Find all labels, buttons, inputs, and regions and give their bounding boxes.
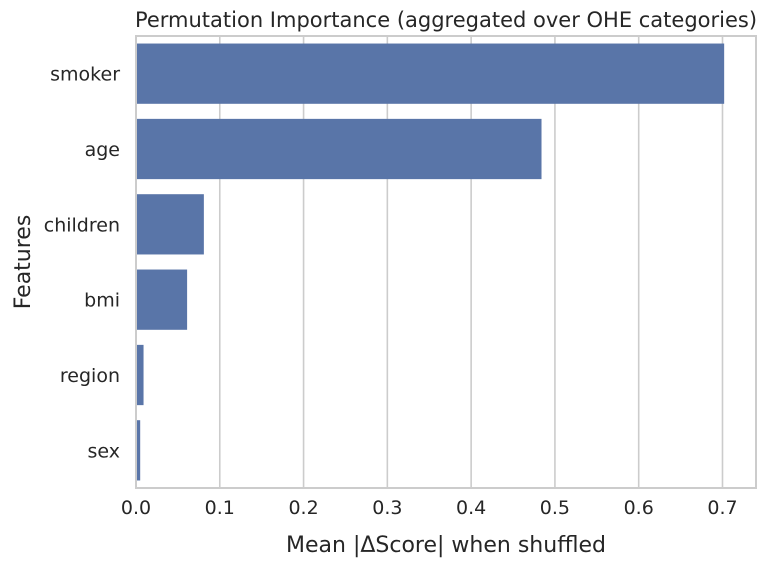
x-tick-labels: 0.0 0.1 0.2 0.3 0.4 0.5 0.6 0.7 xyxy=(121,497,738,519)
y-tick-label-smoker: smoker xyxy=(50,64,120,86)
y-tick-label-region: region xyxy=(60,365,120,387)
x-tick-label: 0.2 xyxy=(288,497,318,519)
grid-lines xyxy=(135,36,724,488)
x-tick-label: 0.5 xyxy=(540,497,570,519)
x-tick-label: 0.6 xyxy=(624,497,654,519)
x-tick-label: 0.4 xyxy=(456,497,486,519)
bar-bmi xyxy=(136,269,188,330)
x-tick-label: 0.1 xyxy=(205,497,235,519)
plot-frame xyxy=(135,35,757,489)
x-axis-label: Mean |ΔScore| when shuffled xyxy=(286,533,606,558)
bars xyxy=(136,43,725,481)
y-tick-label-age: age xyxy=(85,139,120,161)
y-axis-label: Features xyxy=(11,215,36,310)
x-tick-label: 0.3 xyxy=(372,497,402,519)
x-tick-label: 0.7 xyxy=(707,497,737,519)
y-tick-label-bmi: bmi xyxy=(84,290,120,312)
y-tick-labels: smoker age children bmi region sex xyxy=(44,64,120,463)
bar-age xyxy=(136,118,542,180)
bar-sex xyxy=(136,420,141,481)
bar-smoker xyxy=(136,43,725,104)
bar-children xyxy=(136,194,204,255)
bar-region xyxy=(136,344,144,406)
y-tick-label-children: children xyxy=(44,214,120,236)
y-tick-label-sex: sex xyxy=(88,440,121,462)
chart-title: Permutation Importance (aggregated over … xyxy=(135,8,757,32)
x-tick-label: 0.0 xyxy=(121,497,151,519)
